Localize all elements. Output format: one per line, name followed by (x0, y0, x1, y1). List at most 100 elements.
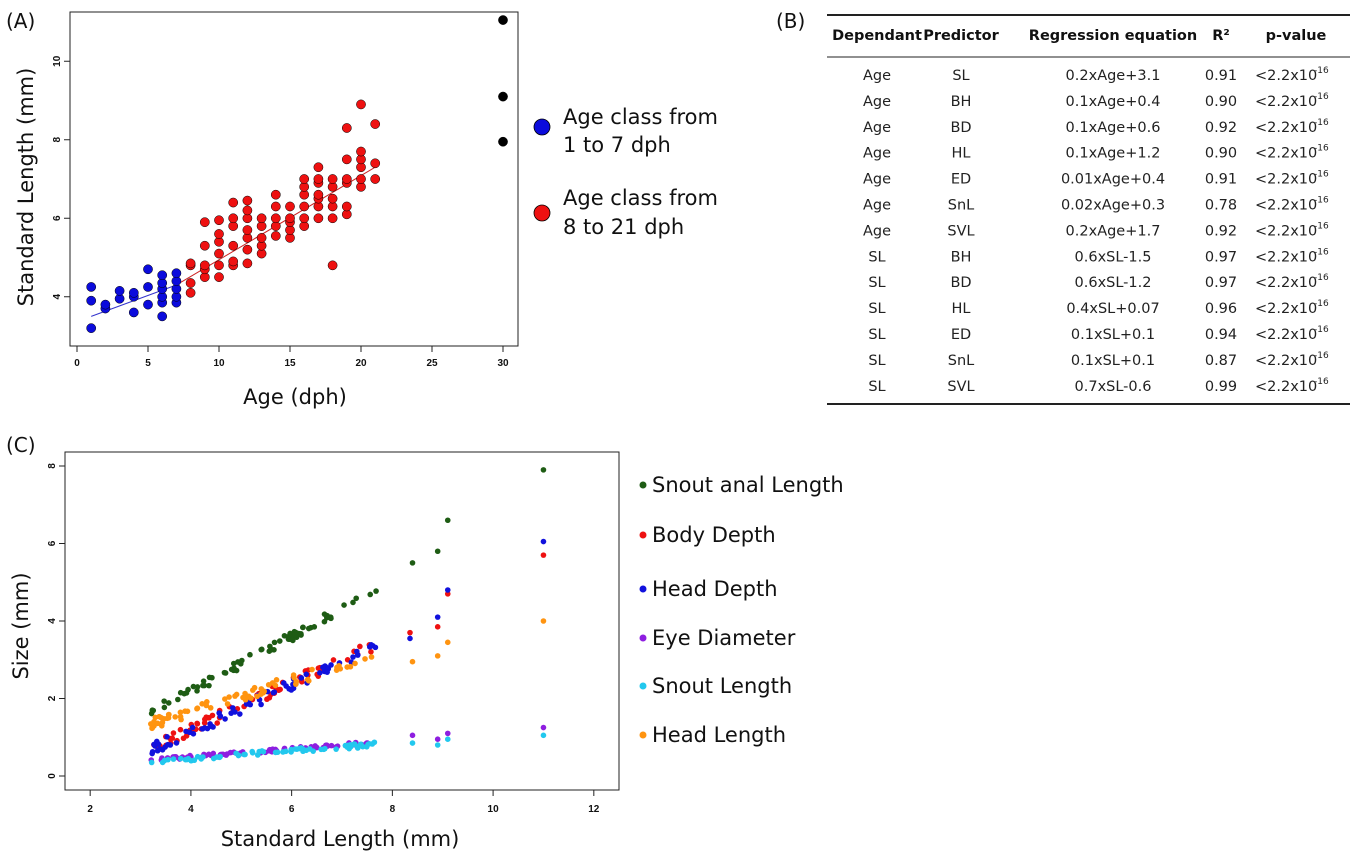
data-point (86, 323, 97, 333)
data-point (143, 282, 153, 292)
data-point (540, 467, 547, 473)
data-point (258, 701, 264, 708)
data-point (214, 272, 224, 282)
table-cell-pvalue-exponent: -16 (1314, 92, 1329, 102)
data-point (434, 653, 441, 659)
data-point (159, 759, 166, 766)
plot-c-ylabel: Size (mm) (9, 572, 33, 679)
data-point (328, 662, 334, 668)
x-tick-label: 5 (145, 358, 151, 369)
data-point (224, 701, 231, 707)
data-point (273, 677, 280, 683)
legend-label: Head Depth (652, 577, 778, 601)
data-point (199, 217, 210, 228)
y-tick-label: 4 (47, 618, 58, 624)
data-point (232, 709, 238, 715)
data-point (217, 753, 223, 760)
data-point (214, 215, 224, 226)
legend-marker (639, 634, 647, 642)
data-point (256, 213, 267, 224)
data-point (370, 119, 381, 129)
data-point (324, 669, 330, 675)
table-cell: 0.97 (1205, 275, 1237, 291)
data-point (266, 748, 272, 754)
table-cell: SL (868, 301, 885, 317)
data-point (287, 630, 293, 637)
plot-c-frame (64, 451, 620, 791)
data-point (201, 716, 208, 723)
data-point (242, 225, 253, 235)
data-point (333, 746, 339, 752)
data-point (444, 639, 451, 646)
data-point (271, 689, 278, 695)
table-cell: 0.96 (1205, 301, 1237, 317)
data-point (181, 690, 188, 697)
data-point (317, 670, 323, 676)
data-point (265, 681, 272, 688)
data-point (300, 624, 306, 631)
data-point (313, 189, 324, 200)
data-point (128, 287, 139, 298)
data-point (202, 701, 209, 707)
data-point (409, 560, 416, 566)
data-point (270, 231, 281, 241)
data-point (177, 755, 184, 762)
legend-marker-blue (533, 118, 551, 136)
data-point (172, 714, 179, 720)
table-cell-pvalue-exponent: -16 (1314, 66, 1329, 76)
data-point (444, 730, 451, 737)
data-point (114, 286, 125, 296)
data-point (407, 629, 413, 636)
data-point (271, 639, 278, 646)
table-header-cell: Dependant (832, 28, 922, 44)
table-cell-pvalue: <2.2x10 (1255, 327, 1317, 343)
legend-label: Head Length (652, 723, 786, 747)
table-cell: 0.6xSL-1.5 (1075, 249, 1152, 265)
data-point (188, 757, 194, 764)
data-point (347, 663, 354, 670)
data-point (322, 745, 328, 752)
data-point (228, 256, 239, 267)
table-cell: SL (868, 249, 885, 265)
y-tick-label: 8 (52, 137, 63, 143)
data-point (217, 713, 224, 719)
legend-marker (639, 682, 647, 690)
data-point (356, 146, 366, 157)
data-point (313, 213, 324, 224)
data-point (270, 201, 281, 212)
data-point (155, 741, 162, 747)
data-point (540, 724, 547, 731)
plot-a-legend: Age class from 1 to 7 dph Age class from… (533, 105, 718, 239)
table-cell-pvalue-exponent: -16 (1314, 325, 1329, 335)
data-point (341, 123, 352, 133)
data-point (498, 136, 508, 147)
table-cell-pvalue: <2.2x10 (1255, 94, 1317, 110)
data-point (178, 716, 184, 723)
table-cell: Age (863, 198, 891, 214)
data-point (189, 724, 196, 731)
data-point (214, 229, 224, 239)
table-cell: BH (951, 94, 972, 110)
data-point (285, 201, 295, 212)
data-point (498, 91, 508, 102)
table-cell: Age (863, 120, 891, 136)
table-header: Dependant Predictor Regression equation R² p… (832, 28, 1326, 44)
x-tick-label: 4 (188, 804, 194, 815)
data-point (258, 646, 265, 653)
legend-marker (639, 585, 647, 593)
data-point (239, 657, 245, 664)
data-point (280, 680, 287, 686)
table-cell: 0.02xAge+0.3 (1061, 198, 1165, 214)
table-cell: 0.78 (1205, 198, 1237, 214)
data-point (314, 744, 320, 751)
table-cell-pvalue: <2.2x10 (1255, 198, 1317, 214)
data-point (290, 672, 297, 678)
data-point (175, 696, 181, 703)
data-point (177, 709, 184, 716)
data-point (237, 711, 243, 717)
y-tick-label: 8 (47, 463, 58, 469)
table-cell: 0.01xAge+0.4 (1061, 172, 1165, 188)
data-point (204, 725, 211, 732)
data-point (407, 635, 413, 642)
